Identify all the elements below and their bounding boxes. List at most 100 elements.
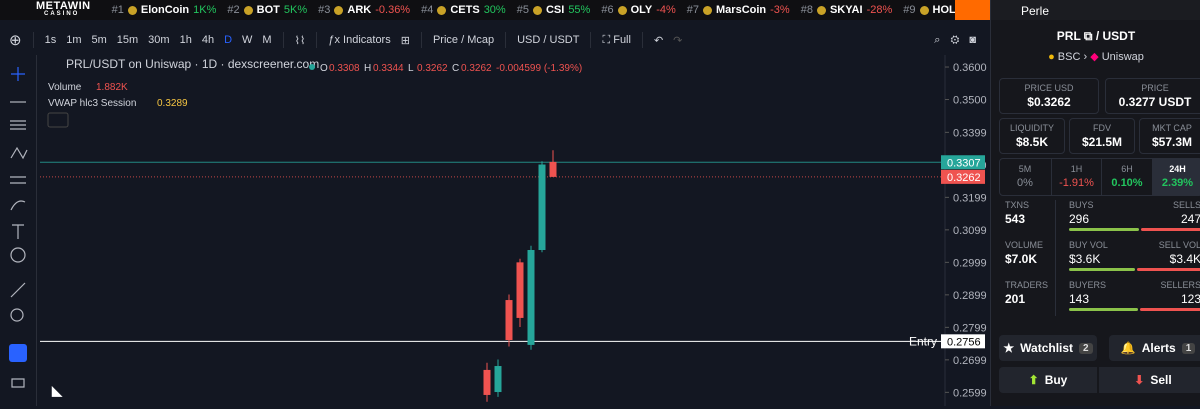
quote-symbol: / USDT	[1096, 29, 1135, 43]
rank: #1	[112, 4, 124, 16]
vwap-label: VWAP hlc3 Session	[48, 98, 136, 109]
sell-bar	[1137, 268, 1200, 271]
stat: BUY VOL$3.6K	[1069, 240, 1108, 266]
value: $21.5M	[1070, 135, 1134, 149]
lock-icon[interactable]	[12, 379, 24, 387]
change: 5K%	[284, 4, 307, 16]
stat-value: 123	[1160, 292, 1200, 306]
magnet-icon[interactable]	[9, 344, 27, 362]
sell-button[interactable]: ⬇Sell	[1099, 367, 1200, 393]
token-icon	[920, 6, 929, 15]
chart-type-icon[interactable]: ⌇⌇	[290, 34, 311, 47]
dex-icon: ◆	[1090, 51, 1098, 63]
trending-button[interactable]	[955, 0, 990, 20]
price-line-name: Entry	[909, 334, 937, 348]
panel-header: Perle	[991, 0, 1200, 20]
alerts-count: 1	[1182, 343, 1196, 354]
candle-body	[539, 165, 546, 250]
interval-button[interactable]: 30m	[143, 34, 174, 46]
collapse-button[interactable]	[48, 113, 68, 127]
user-name: Perle	[1021, 4, 1049, 18]
buy-label: Buy	[1045, 373, 1068, 387]
toolbar-icons[interactable]: ⌕⚙◙	[934, 34, 990, 47]
y-tick-label: 0.2799	[953, 322, 987, 334]
redo-icon[interactable]: ↷	[668, 34, 687, 47]
stat: VOLUME$7.0K	[1005, 240, 1043, 266]
stat-value: 201	[1005, 292, 1048, 306]
ohlc-label: L	[408, 63, 414, 74]
text-icon[interactable]	[12, 225, 24, 239]
interval-button[interactable]: M	[257, 34, 276, 46]
interval-button[interactable]: 15m	[112, 34, 143, 46]
interval-button[interactable]: W	[237, 34, 257, 46]
layout-icon[interactable]: ⊞	[396, 34, 415, 47]
interval-button[interactable]: D	[219, 34, 237, 46]
zoom-icon[interactable]	[11, 309, 23, 321]
change: -0.36%	[375, 4, 410, 16]
token-icon	[334, 6, 343, 15]
y-tick-label: 0.3099	[953, 225, 987, 237]
interval-button[interactable]: 5m	[86, 34, 111, 46]
mcap-box: MKT CAP$57.3M	[1139, 118, 1200, 154]
fib-icon[interactable]	[10, 121, 26, 129]
chart: PRL/USDT on Uniswap · 1D · dexscreener.c…	[40, 55, 990, 406]
usdt-option: USDT	[550, 34, 580, 46]
add-icon[interactable]: ⊕	[4, 31, 27, 49]
value: $0.3262	[1000, 95, 1098, 109]
buy-bar	[1069, 228, 1139, 231]
ohlc-change: -0.004599 (-1.39%)	[496, 63, 582, 74]
y-tick-label: 0.3399	[953, 127, 987, 139]
brush-icon[interactable]	[11, 201, 25, 210]
crosshair-icon[interactable]	[11, 67, 25, 81]
y-tick-label: 0.2599	[953, 387, 987, 399]
stat-value: $3.4K	[1159, 252, 1200, 266]
fullscreen-button[interactable]: ⛶ Full	[597, 34, 636, 47]
rank: #4	[421, 4, 433, 16]
ruler-icon[interactable]	[11, 283, 25, 297]
price-mcap-toggle[interactable]: Price / Mcap	[428, 34, 499, 46]
emoji-icon[interactable]	[11, 248, 25, 262]
chart-title: PRL/USDT on Uniswap · 1D · dexscreener.c…	[66, 57, 319, 71]
interval-button[interactable]: 4h	[197, 34, 219, 46]
volume-value: 1.882K	[96, 82, 128, 93]
pattern-icon[interactable]	[11, 148, 27, 158]
buy-button[interactable]: ⬆Buy	[999, 367, 1097, 393]
currency-toggle[interactable]: USD / USDT	[512, 34, 584, 46]
period-cell[interactable]: 1H-1.91%	[1051, 159, 1102, 195]
token-icon	[618, 6, 627, 15]
fdv-box: FDV$21.5M	[1069, 118, 1135, 154]
undo-icon[interactable]: ↶	[649, 34, 668, 47]
ohlc-value: 0.3262	[461, 63, 492, 74]
price-usd-box: PRICE USD$0.3262	[999, 78, 1099, 114]
pair-venue: ● BSC › ◆ Uniswap	[991, 50, 1200, 63]
token-icon	[437, 6, 446, 15]
token-name: ARK	[347, 4, 371, 16]
label: PRICE	[1106, 83, 1200, 93]
interval-button[interactable]: 1s	[40, 34, 62, 46]
indicators-button[interactable]: ƒx Indicators	[323, 34, 395, 46]
tv-logo: ◣	[51, 383, 63, 398]
change: 55%	[568, 4, 590, 16]
change: 30%	[484, 4, 506, 16]
rank: #6	[601, 4, 613, 16]
interval-button[interactable]: 1h	[175, 34, 197, 46]
projection-icon[interactable]	[10, 177, 26, 183]
ohlc-label: C	[452, 63, 459, 74]
interval-button[interactable]: 1m	[61, 34, 86, 46]
